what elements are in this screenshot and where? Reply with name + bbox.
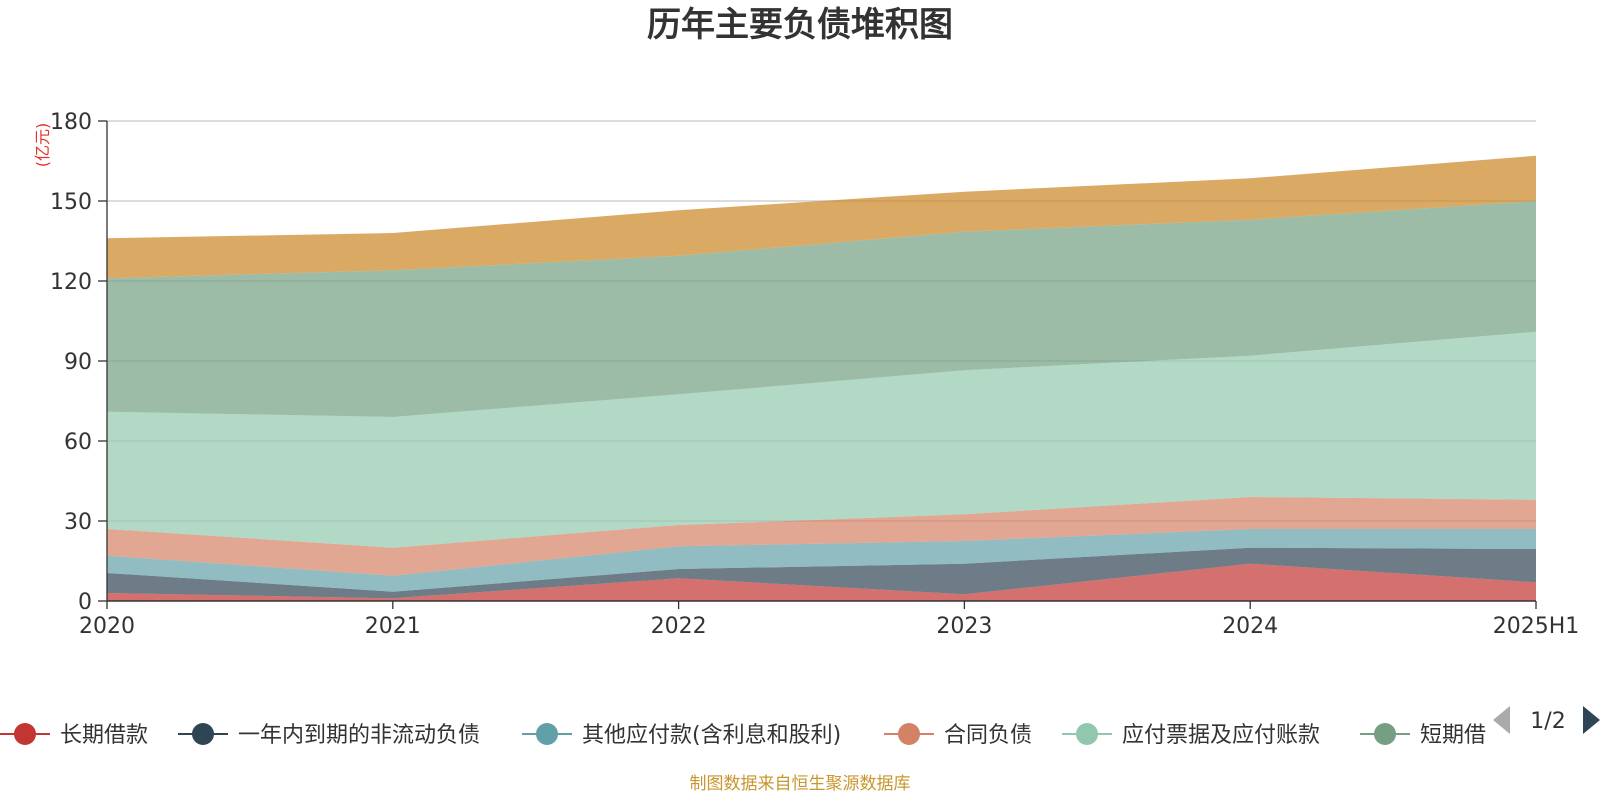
legend-label: 一年内到期的非流动负债 xyxy=(238,723,480,748)
legend-marker xyxy=(536,723,558,745)
legend-label: 应付票据及应付账款 xyxy=(1122,723,1320,748)
legend-marker xyxy=(14,723,36,745)
axes: 0 30 60 90 120 150 180 2020 2021 2022 2023 2024 2025… xyxy=(50,110,1579,639)
legend-label: 短期借 xyxy=(1420,723,1486,748)
y-tick-label: 30 xyxy=(64,510,92,535)
area-series xyxy=(107,155,1536,601)
legend-label: 合同负债 xyxy=(944,723,1032,748)
data-source-note: 制图数据来自恒生聚源数据库 xyxy=(690,774,911,794)
chart-title: 历年主要负债堆积图 xyxy=(647,5,953,45)
x-tick-label: 2024 xyxy=(1222,614,1278,639)
x-tick-label: 2021 xyxy=(365,614,421,639)
legend-item-4[interactable]: 应付票据及应付账款 xyxy=(1062,723,1320,748)
y-tick-label: 90 xyxy=(64,350,92,375)
legend-label: 长期借款 xyxy=(60,723,148,748)
y-axis-unit: (亿元) xyxy=(33,123,52,168)
area-series-6 xyxy=(107,155,1536,279)
area-series-3 xyxy=(107,497,1536,576)
area-series-4 xyxy=(107,331,1536,548)
legend-page-indicator: 1/2 xyxy=(1530,709,1565,734)
legend-item-5[interactable]: 短期借 xyxy=(1360,723,1486,748)
legend-marker xyxy=(1374,723,1396,745)
y-tick-label: 0 xyxy=(78,590,92,615)
x-tick-label: 2025H1 xyxy=(1493,614,1580,639)
legend-marker xyxy=(1076,723,1098,745)
legend-item-0[interactable]: 长期借款 xyxy=(0,723,148,748)
y-tick-label: 180 xyxy=(50,110,92,135)
legend-item-2[interactable]: 其他应付款(含利息和股利) xyxy=(522,723,841,748)
legend-item-1[interactable]: 一年内到期的非流动负债 xyxy=(178,723,480,748)
area-series-1 xyxy=(107,547,1536,599)
y-tick-label: 60 xyxy=(64,430,92,455)
y-tick-label: 150 xyxy=(50,190,92,215)
legend-label: 其他应付款(含利息和股利) xyxy=(582,723,841,748)
legend-next-page-icon[interactable] xyxy=(1583,706,1600,734)
x-tick-label: 2020 xyxy=(79,614,135,639)
area-series-5 xyxy=(107,201,1536,417)
legend: 长期借款 一年内到期的非流动负债 其他应付款(含利息和股利) 合同负债 应付票据及应付账… xyxy=(0,723,1486,748)
area-series-0 xyxy=(107,563,1536,601)
legend-item-3[interactable]: 合同负债 xyxy=(884,723,1032,748)
legend-marker xyxy=(898,723,920,745)
legend-prev-page-icon[interactable] xyxy=(1493,706,1510,734)
x-tick-label: 2023 xyxy=(936,614,992,639)
y-tick-label: 120 xyxy=(50,270,92,295)
area-series-2 xyxy=(107,529,1536,592)
legend-marker xyxy=(192,723,214,745)
legend-pager: 1/2 xyxy=(1493,706,1600,734)
x-tick-label: 2022 xyxy=(651,614,707,639)
